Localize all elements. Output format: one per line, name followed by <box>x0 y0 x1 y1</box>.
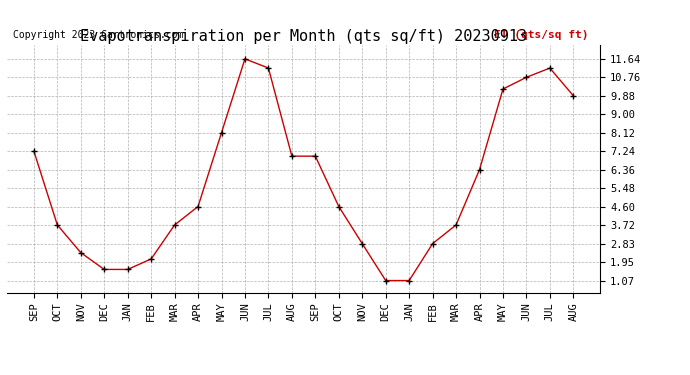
Text: ET (qts/sq ft): ET (qts/sq ft) <box>494 30 589 40</box>
Title: Evapotranspiration per Month (qts sq/ft) 20230913: Evapotranspiration per Month (qts sq/ft)… <box>80 29 527 44</box>
Text: Copyright 2023 Cartronics.com: Copyright 2023 Cartronics.com <box>13 30 184 40</box>
